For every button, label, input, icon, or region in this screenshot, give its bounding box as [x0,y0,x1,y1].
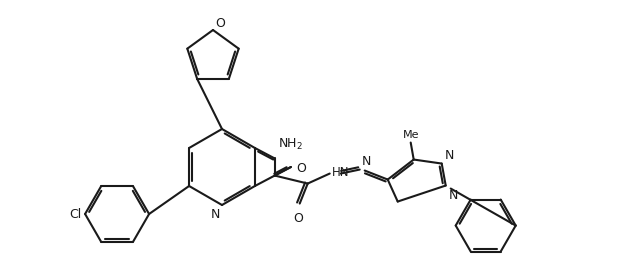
Text: HN: HN [332,165,349,178]
Text: N: N [211,207,220,220]
Text: O: O [215,17,225,30]
Text: Me: Me [402,129,419,139]
Text: N: N [445,148,454,161]
Text: O: O [296,161,306,174]
Text: Cl: Cl [69,208,81,221]
Text: NH$_2$: NH$_2$ [278,137,303,152]
Text: N: N [449,188,458,201]
Text: N: N [361,154,371,167]
Text: O: O [293,211,303,224]
